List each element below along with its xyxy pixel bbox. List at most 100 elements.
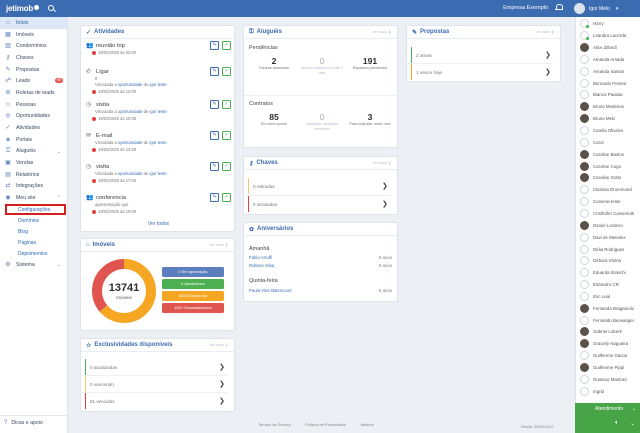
team-member[interactable]: Fernanda Bragamolo [576,302,640,314]
proposals-row[interactable]: 1 vence hoje ❯ [411,64,551,80]
complete-activity-button[interactable]: ✓ [222,193,231,202]
proposals-row[interactable]: 2 ativas ❯ [406,47,553,64]
donut-slice[interactable] [92,259,156,323]
edit-activity-button[interactable]: ✎ [210,162,219,171]
team-member[interactable]: Bruno Melo [576,113,640,125]
sidebar-item-site[interactable]: ◉ Meu site ⌃ [0,192,67,204]
logo[interactable]: jetimob [6,4,40,13]
team-member[interactable]: Camila Oliveira [576,125,640,137]
opportunity-link[interactable]: oportunidade [117,171,143,176]
sidebar-subitem[interactable]: Blog [18,228,29,235]
team-member[interactable]: Débora Vitória [576,255,640,267]
exclusives-row[interactable]: 0 atualizadas ❯ [80,359,227,376]
team-member[interactable]: Guilherme Garcia [576,350,640,362]
person-link[interactable]: igor teste [149,109,167,114]
chevron-down-icon[interactable]: ⌄ [632,406,637,412]
sidebar-item-integration[interactable]: ⇄ Integrações [0,181,67,193]
sidebar-item-key[interactable]: ⚷ Chaves [0,52,67,64]
team-member[interactable]: Fernando Berwanger [576,314,640,326]
complete-activity-button[interactable]: ✓ [222,131,231,140]
sidebar-item-activity[interactable]: ✓ Atividades [0,122,67,134]
keys-row[interactable]: 0 retiradas ❯ [243,178,390,196]
footer-link[interactable]: Jetimob [359,422,374,427]
complete-activity-button[interactable]: ✓ [222,67,231,76]
view-all-link[interactable]: Ver todos ❯ [209,343,228,347]
team-member[interactable]: Amanda Amada [576,54,640,66]
chevron-down-icon[interactable]: ⌄ [630,421,636,427]
view-all-link[interactable]: Ver todos ❯ [535,30,554,34]
team-member[interactable]: Gabriel Loberk [576,326,640,338]
team-member[interactable]: Elizandro CR [576,279,640,291]
team-member[interactable]: Ingrid [576,385,640,397]
sidebar-item-report[interactable]: ▤ Relatórios [0,169,67,181]
footer-link[interactable]: Termos de Serviço [258,422,292,427]
opportunity-link[interactable]: oportunidade [117,140,143,145]
legend-pill[interactable]: 4921 Desatualizados [162,303,224,313]
footer-link[interactable]: Política de Privacidade [305,422,346,427]
person-link[interactable]: igor teste [149,140,167,145]
birthday-person-link[interactable]: Paula Vitor Bittencourt [249,288,292,293]
team-member[interactable]: Leandra Lacerda [576,30,640,42]
team-member[interactable]: Bernardo Pereira [576,77,640,89]
sidebar-item-condo[interactable]: ▥ Condomínios [0,40,67,52]
view-all-link[interactable]: Ver todos ❯ [372,161,391,165]
legend-pill[interactable]: 0 Em aprovação [162,267,224,277]
rental-stat[interactable]: 191 Repasses pendentes [347,56,393,71]
rental-stat[interactable]: 85 Em aviso prévio [251,112,297,127]
team-member[interactable]: Alice Zillardi [576,42,640,54]
sidebar-item-building[interactable]: ▦ Imóveis [0,29,67,41]
company-name[interactable]: Empresa Exemplo [503,5,548,11]
team-member[interactable]: Eric Leal [576,291,640,303]
user-menu[interactable]: Igor Melo ▾ [574,0,640,17]
sidebar-item-opportunity[interactable]: ◎ Oportunidades [0,111,67,123]
rental-stat[interactable]: 0 Boletos expiram em até 7 dias [299,56,345,75]
team-member[interactable]: Graciely Nogueira [576,338,640,350]
team-member[interactable]: Amanda Santos [576,65,640,77]
team-member[interactable]: Harry [576,18,640,30]
team-member[interactable]: Clarissa Drummond [576,184,640,196]
edit-activity-button[interactable]: ✎ [210,193,219,202]
edit-activity-button[interactable]: ✎ [210,131,219,140]
exclusives-row[interactable]: 51 vencidas ❯ [85,393,225,409]
team-member[interactable]: Caroline Gotto [576,172,640,184]
exclusives-row[interactable]: 0 vencendo ❯ [80,376,227,393]
complete-activity-button[interactable]: ✓ [222,100,231,109]
birthday-person-link[interactable]: Robson Silva [249,263,275,268]
team-member[interactable]: Eduarda Branchi [576,267,640,279]
sidebar-item-portal[interactable]: ◈ Portais [0,134,67,146]
attendance-bar[interactable]: Atendimento ⌄ 🔈︎ ⌄ [575,403,640,433]
team-member[interactable]: Davi de Meireles [576,231,640,243]
rental-stat[interactable]: 3 Para reajustar neste mês [347,112,393,127]
team-member[interactable]: Caroline Cogo [576,160,640,172]
team-member[interactable]: Conselvi teste [576,196,640,208]
complete-activity-button[interactable]: ✓ [222,41,231,50]
sidebar-item-system[interactable]: ⚙ Sistema ⌄ [0,259,67,271]
birthday-person-link[interactable]: Fabio Arruffi [249,255,273,260]
person-link[interactable]: igor teste [149,82,167,87]
sidebar-subitem[interactable]: Configurações [5,204,66,215]
team-member[interactable]: Bruno Medeiros [576,101,640,113]
rental-stat[interactable]: 0 Garantias locatícias vencendo [299,112,345,131]
edit-activity-button[interactable]: ✎ [210,67,219,76]
person-link[interactable]: igor teste [149,171,167,176]
complete-activity-button[interactable]: ✓ [222,162,231,171]
rental-stat[interactable]: 2 Faturas atrasadas [251,56,297,71]
opportunity-link[interactable]: oportunidade [117,109,143,114]
team-member[interactable]: Cristhófer Casseriotti [576,208,640,220]
sidebar-subitem[interactable]: Domínios [18,217,40,224]
sidebar-item-people[interactable]: ☺ Pessoas [0,99,67,111]
team-member[interactable]: Carol [576,137,640,149]
sidebar-item-leads[interactable]: ☍ Leads 99 [0,75,67,87]
sidebar-item-proposal[interactable]: ✎ Propostas [0,64,67,76]
legend-pill[interactable]: 8630 Expirando [162,291,224,301]
team-member[interactable]: Bianca Paulata [576,89,640,101]
view-all-link[interactable]: Ver todos ❯ [209,243,228,247]
sidebar-item-roulette[interactable]: ⚙ Roletas de leads [0,87,67,99]
legend-pill[interactable]: 0 Atualizados [162,279,224,289]
volume-icon[interactable]: 🔈︎ [615,420,619,426]
opportunity-link[interactable]: oportunidade [117,82,143,87]
sidebar-subitem[interactable]: Depoimentos [18,250,48,257]
sidebar-item-rent[interactable]: ⚿ Aluguéis ⌄ [0,146,67,158]
search-icon[interactable] [47,4,56,13]
team-member[interactable]: Gustavo Martinez [576,374,640,386]
